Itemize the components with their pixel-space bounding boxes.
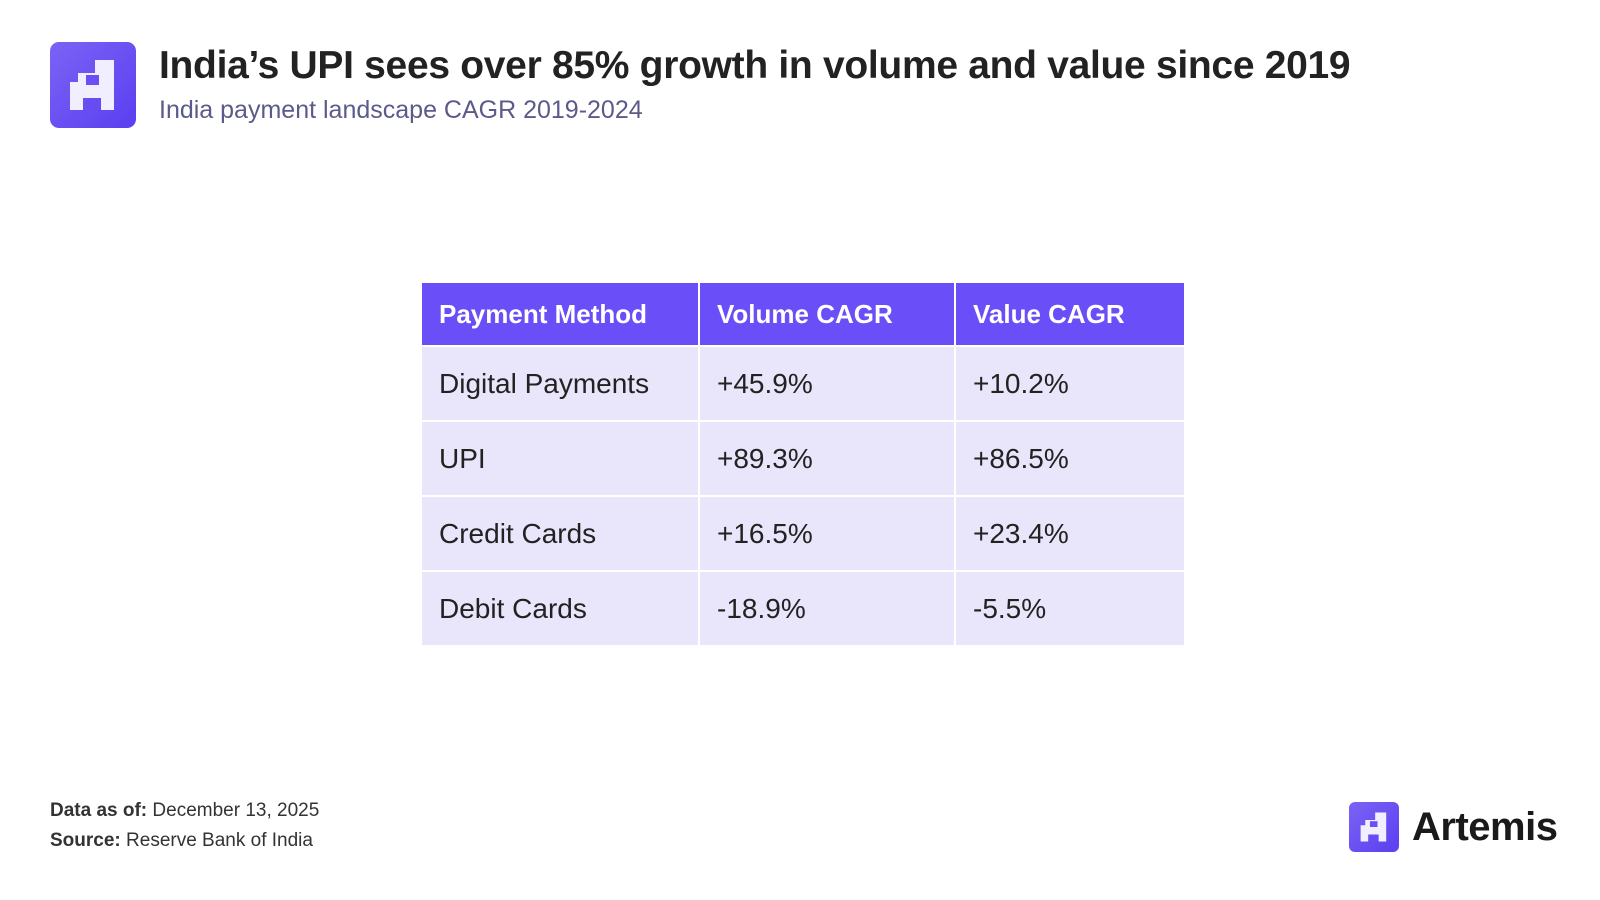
- table-row: UPI +89.3% +86.5%: [422, 420, 1184, 496]
- brand-name: Artemis: [1412, 804, 1558, 849]
- payment-method-cell: Credit Cards: [422, 495, 700, 571]
- payment-method-cell: UPI: [422, 420, 700, 496]
- volume-cagr-cell: -18.9%: [699, 570, 956, 645]
- volume-cagr-cell: +16.5%: [699, 495, 956, 571]
- payment-method-cell: Debit Cards: [422, 570, 700, 645]
- table-row: Debit Cards -18.9% -5.5%: [422, 570, 1184, 645]
- data-source: Source: Reserve Bank of India: [50, 830, 313, 852]
- page-subtitle: India payment landscape CAGR 2019-2024: [159, 96, 643, 124]
- date-value: December 13, 2025: [152, 800, 320, 821]
- payment-method-cell: Digital Payments: [422, 345, 700, 421]
- table-row: Credit Cards +16.5% +23.4%: [422, 495, 1184, 571]
- value-cagr-cell: +86.5%: [955, 420, 1184, 496]
- column-header: Volume CAGR: [699, 283, 956, 346]
- source-label: Source:: [50, 830, 121, 851]
- value-cagr-cell: -5.5%: [955, 570, 1184, 645]
- volume-cagr-cell: +45.9%: [699, 345, 956, 421]
- data-date: Data as of: December 13, 2025: [50, 800, 319, 822]
- column-header: Payment Method: [422, 283, 700, 346]
- column-header: Value CAGR: [955, 283, 1184, 346]
- brand-logo: Artemis: [1349, 802, 1558, 852]
- volume-cagr-cell: +89.3%: [699, 420, 956, 496]
- source-value: Reserve Bank of India: [126, 830, 313, 851]
- table-row: Digital Payments +45.9% +10.2%: [422, 345, 1184, 421]
- cagr-table: Payment Method Volume CAGR Value CAGR Di…: [422, 283, 1184, 645]
- artemis-logo-icon: [1349, 802, 1399, 852]
- value-cagr-cell: +10.2%: [955, 345, 1184, 421]
- value-cagr-cell: +23.4%: [955, 495, 1184, 571]
- artemis-logo-icon: [50, 42, 136, 128]
- date-label: Data as of:: [50, 800, 148, 821]
- page-title: India’s UPI sees over 85% growth in volu…: [159, 44, 1351, 87]
- table-header-row: Payment Method Volume CAGR Value CAGR: [422, 283, 1184, 346]
